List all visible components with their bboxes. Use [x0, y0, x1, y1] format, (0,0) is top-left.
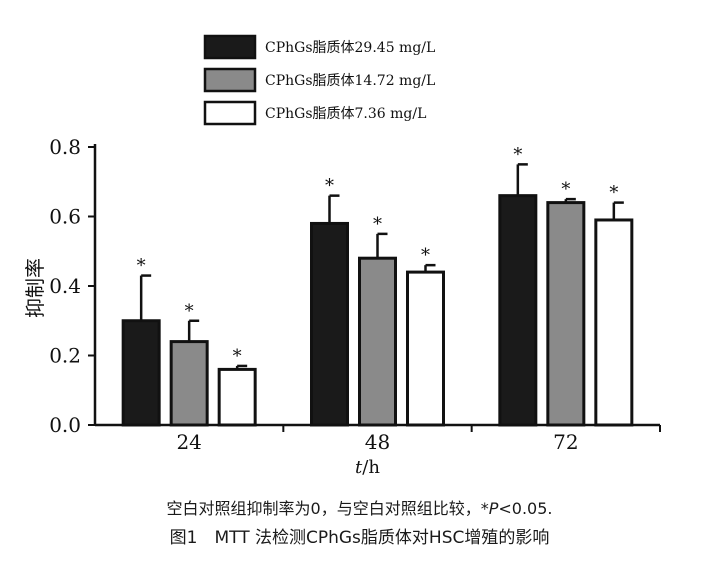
- legend-label-2: CPhGs脂质体14.72 mg/L: [265, 73, 435, 89]
- bar-s1-c3: [498, 194, 538, 427]
- sig-star-s3-c2: *: [421, 245, 430, 266]
- x-axis-label: t/h: [355, 457, 380, 478]
- legend-swatch-2: [203, 67, 257, 93]
- bar-s1-c2: [310, 221, 349, 427]
- legend-swatch-3: [203, 100, 257, 126]
- sig-star-s1-c3: *: [513, 144, 522, 165]
- bar-chart: CPhGs脂质体29.45 mg/L CPhGs脂质体14.72 mg/L CPhG…: [23, 34, 661, 478]
- x-tick-label-1: 48: [365, 430, 390, 454]
- sig-star-s3-c1: *: [233, 346, 242, 367]
- legend-label-1: CPhGs脂质体29.45 mg/L: [265, 40, 435, 56]
- bar-s3-c3: [594, 218, 634, 427]
- bar-s2-c1: [169, 340, 209, 427]
- axes: 0.0 0.2 0.4 0.6 0.8 抑制率 24 48 72 t/h: [23, 135, 661, 478]
- sig-star-s2-c3: *: [561, 179, 570, 200]
- significance-note: 空白对照组抑制率为0，与空白对照组比较，*P<0.05.: [166, 499, 553, 518]
- legend-label-3: CPhGs脂质体7.36 mg/L: [265, 106, 426, 122]
- bar-s3-c2: [406, 270, 445, 427]
- y-tick-label-2: 0.4: [49, 274, 81, 298]
- bars: * * * * * * * * *: [121, 144, 634, 427]
- legend-swatch-1: [203, 34, 257, 60]
- y-tick-label-0: 0.0: [49, 413, 81, 437]
- sig-star-s1-c2: *: [325, 176, 334, 197]
- bar-s3-c1: [217, 367, 257, 427]
- bar-s2-c2: [358, 256, 397, 427]
- bar-s1-c1: [121, 319, 161, 427]
- sig-star-s1-c1: *: [137, 256, 146, 277]
- bar-s2-c3: [546, 201, 586, 427]
- x-tick-label-0: 24: [176, 430, 201, 454]
- y-tick-label-1: 0.2: [49, 344, 81, 368]
- sig-star-s3-c3: *: [609, 183, 618, 204]
- sig-star-s2-c1: *: [185, 301, 194, 322]
- y-tick-label-4: 0.8: [49, 135, 81, 159]
- sig-star-s2-c2: *: [373, 214, 382, 235]
- figure-caption: 图1 MTT 法检测CPhGs脂质体对HSC增殖的影响: [169, 528, 550, 548]
- x-tick-label-2: 72: [553, 430, 578, 454]
- y-axis-label: 抑制率: [23, 258, 47, 318]
- y-tick-label-3: 0.6: [49, 205, 81, 229]
- legend: CPhGs脂质体29.45 mg/L CPhGs脂质体14.72 mg/L CPhG…: [203, 34, 435, 126]
